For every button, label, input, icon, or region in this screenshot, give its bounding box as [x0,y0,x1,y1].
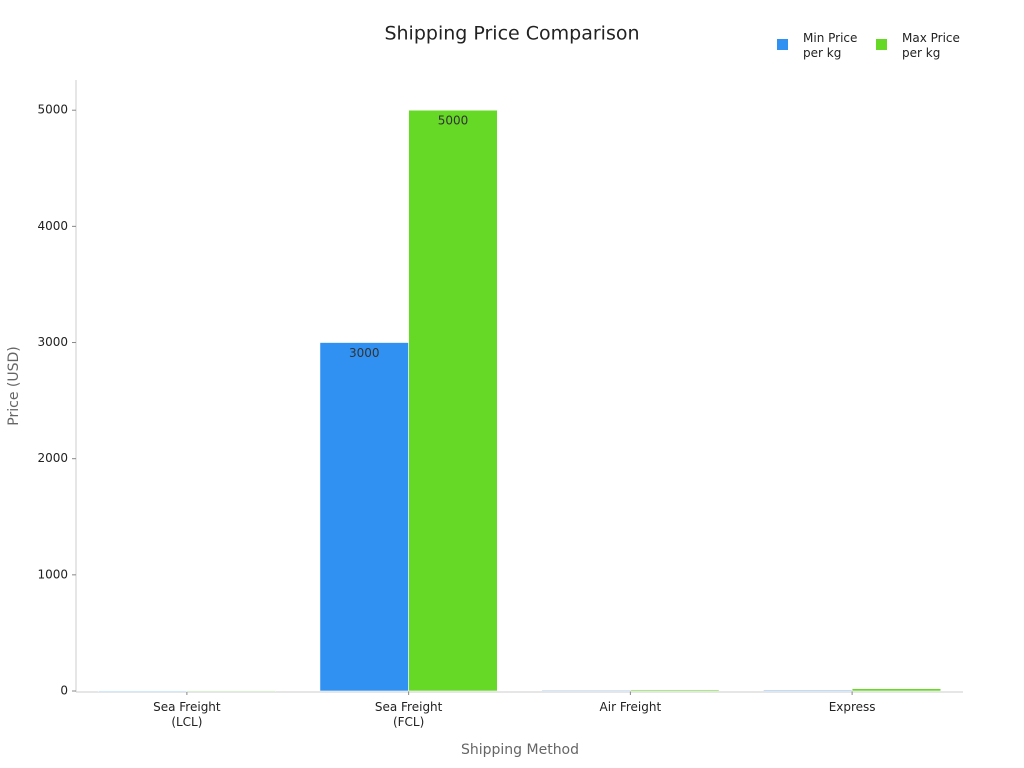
legend-swatch [876,39,887,50]
x-tick-label: Express [828,700,876,714]
bar [763,689,853,692]
y-tick-label: 2000 [37,451,68,465]
x-tick-label: Air Freight [599,700,662,714]
y-tick-label: 3000 [37,335,68,349]
bar [319,342,409,692]
bar [408,109,498,692]
legend-swatch [777,39,788,50]
data-label: 5000 [438,114,469,128]
x-tick-label: Sea Freight (FCL) [374,700,443,729]
bar [630,689,720,692]
y-axis-label: Price (USD) [6,346,22,425]
y-tick-label: 5000 [37,103,68,117]
x-tick-label: Sea Freight (LCL) [153,700,221,729]
y-tick-label: 1000 [37,567,68,581]
legend-label: Min Price per kg [803,31,858,60]
bar [186,690,276,692]
bar [541,690,631,692]
chart-title: Shipping Price Comparison [384,23,639,45]
x-axis-label: Shipping Method [461,742,579,758]
y-tick-label: 4000 [37,219,68,233]
y-tick-label: 0 [60,684,68,698]
data-label: 3000 [349,346,380,360]
legend-label: Max Price per kg [902,31,960,60]
bar [97,690,188,692]
bar [851,688,942,692]
